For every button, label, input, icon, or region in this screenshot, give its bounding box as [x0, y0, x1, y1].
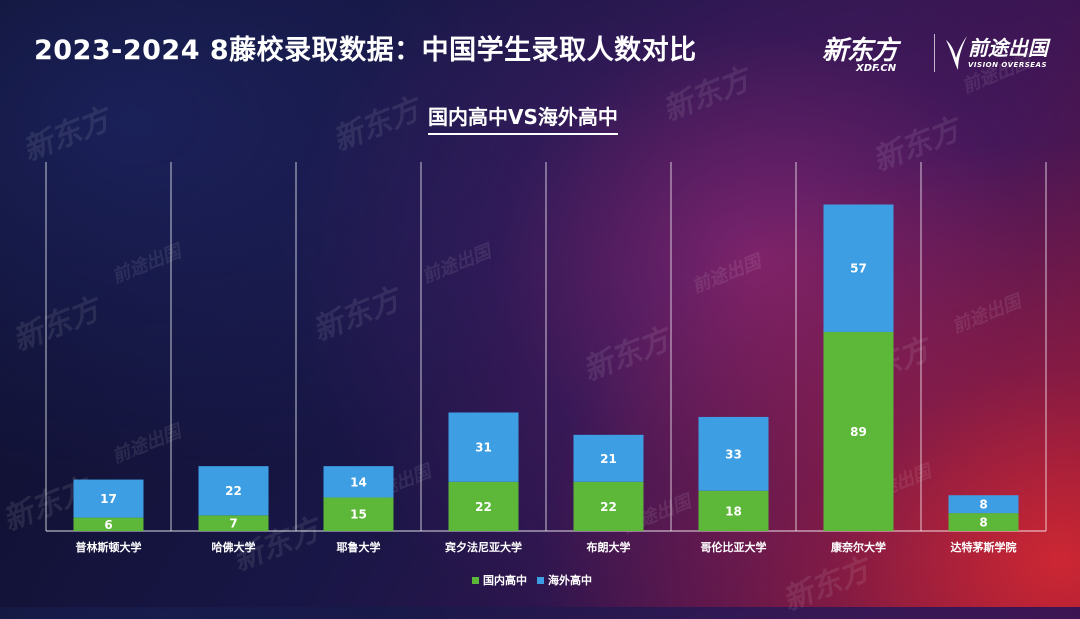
bar-overseas [823, 204, 894, 332]
data-label-overseas: 57 [850, 262, 867, 276]
xdf-logo-text: 新东方 [822, 36, 898, 66]
vision-overseas-logo: 前途出国 VISION OVERSEAS [944, 32, 1048, 70]
bar-domestic [448, 481, 519, 531]
bar-domestic [573, 481, 644, 531]
data-label-overseas: 22 [225, 484, 242, 498]
bar-domestic [323, 497, 394, 531]
chart-legend: 国内高中 海外高中 [472, 572, 592, 588]
data-label-domestic: 7 [229, 517, 237, 531]
page-title: 2023-2024 8藤校录取数据：中国学生录取人数对比 [34, 35, 697, 66]
data-label-overseas: 17 [100, 492, 117, 506]
x-tick-label: 达特茅斯学院 [951, 540, 1017, 554]
legend-swatch-overseas [537, 576, 544, 584]
vision-logo-text: 前途出国 [968, 36, 1048, 60]
x-tick-label: 康奈尔大学 [831, 540, 886, 554]
vision-swoosh-icon [946, 36, 967, 70]
legend-item-domestic: 国内高中 [472, 572, 527, 588]
data-label-overseas: 33 [725, 447, 742, 461]
legend-label-overseas: 海外高中 [548, 574, 592, 587]
data-label-domestic: 8 [979, 516, 987, 530]
x-tick-label: 布朗大学 [587, 540, 631, 554]
legend-swatch-domestic [472, 576, 479, 584]
bar-overseas [73, 479, 144, 518]
x-tick-label: 哈佛大学 [212, 540, 256, 554]
bar-overseas [948, 495, 1019, 514]
data-label-overseas: 8 [979, 498, 987, 512]
bar-overseas [198, 466, 269, 516]
bar-domestic [73, 517, 144, 531]
x-tick-label: 普林斯顿大学 [76, 540, 142, 554]
bar-domestic [823, 331, 894, 531]
bar-overseas [448, 412, 519, 482]
xdf-logo-url: XDF.CN [856, 63, 897, 74]
data-label-domestic: 18 [725, 504, 742, 518]
data-label-domestic: 22 [600, 500, 617, 514]
x-tick-label: 宾夕法尼亚大学 [445, 540, 522, 554]
logo-divider [934, 34, 935, 72]
brand-logos: 新东方 XDF.CN 前途出国 VISION OVERSEAS [822, 30, 1062, 78]
bar-overseas [698, 416, 769, 491]
bar-domestic [698, 490, 769, 531]
data-label-overseas: 14 [350, 475, 367, 489]
legend-label-domestic: 国内高中 [483, 574, 527, 587]
vision-logo-en: VISION OVERSEAS [968, 61, 1047, 69]
bar-domestic [198, 515, 269, 531]
data-label-domestic: 15 [350, 508, 367, 522]
xdf-logo: 新东方 XDF.CN [822, 30, 898, 74]
x-tick-label: 哥伦比亚大学 [701, 540, 767, 554]
x-tick-label: 耶鲁大学 [337, 540, 381, 554]
data-label-domestic: 6 [104, 518, 112, 532]
chart-subtitle: 国内高中VS海外高中 [428, 101, 618, 135]
data-label-domestic: 22 [475, 500, 492, 514]
bar-overseas [323, 466, 394, 498]
bar-overseas [573, 434, 644, 482]
data-label-overseas: 31 [475, 441, 492, 455]
data-label-overseas: 21 [600, 452, 617, 466]
legend-item-overseas: 海外高中 [537, 572, 592, 588]
bar-domestic [948, 513, 1019, 531]
data-label-domestic: 89 [850, 425, 867, 439]
